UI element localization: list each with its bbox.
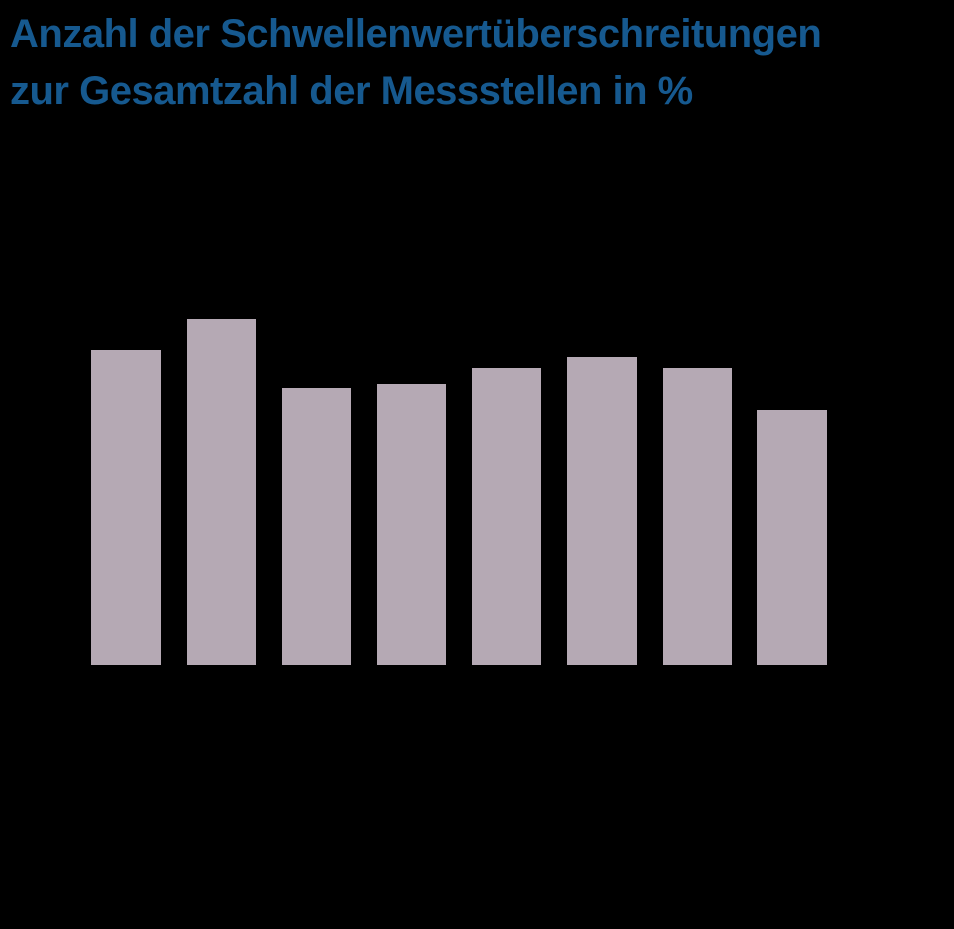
bar-5 [472, 368, 541, 665]
bar-2 [187, 319, 256, 665]
bar-1 [91, 350, 161, 665]
chart-title-line-2: zur Gesamtzahl der Messstellen in % [10, 69, 693, 113]
chart-title-line-1: Anzahl der Schwellenwertüberschreitungen [10, 12, 822, 56]
bar-6 [567, 357, 637, 665]
bar-7 [663, 368, 732, 665]
bar-3 [282, 388, 351, 665]
bar-8 [757, 410, 827, 665]
chart-title: Anzahl der Schwellenwertüberschreitungen… [10, 6, 954, 120]
bar-4 [377, 384, 446, 665]
